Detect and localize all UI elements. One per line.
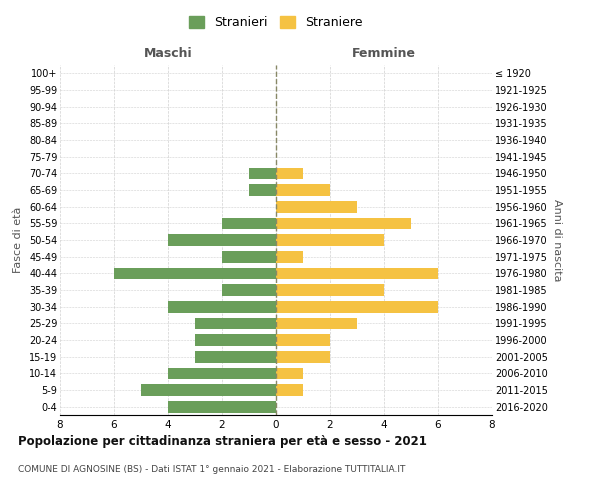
Bar [276, 368, 303, 379]
Bar [168, 301, 276, 312]
Bar [249, 168, 276, 179]
Text: COMUNE DI AGNOSINE (BS) - Dati ISTAT 1° gennaio 2021 - Elaborazione TUTTITALIA.I: COMUNE DI AGNOSINE (BS) - Dati ISTAT 1° … [18, 465, 406, 474]
Bar [276, 284, 384, 296]
Text: Femmine: Femmine [352, 47, 416, 60]
Bar [276, 184, 330, 196]
Bar [276, 268, 438, 279]
Y-axis label: Anni di nascita: Anni di nascita [551, 198, 562, 281]
Bar [276, 234, 384, 246]
Bar [168, 234, 276, 246]
Bar [168, 401, 276, 412]
Bar [276, 318, 357, 329]
Bar [168, 368, 276, 379]
Bar [276, 351, 330, 362]
Bar [276, 251, 303, 262]
Bar [249, 184, 276, 196]
Bar [276, 334, 330, 346]
Bar [222, 284, 276, 296]
Bar [276, 301, 438, 312]
Bar [141, 384, 276, 396]
Bar [195, 334, 276, 346]
Bar [222, 251, 276, 262]
Text: Maschi: Maschi [143, 47, 193, 60]
Y-axis label: Fasce di età: Fasce di età [13, 207, 23, 273]
Bar [276, 218, 411, 229]
Bar [276, 201, 357, 212]
Bar [195, 351, 276, 362]
Bar [276, 384, 303, 396]
Text: Popolazione per cittadinanza straniera per età e sesso - 2021: Popolazione per cittadinanza straniera p… [18, 435, 427, 448]
Bar [114, 268, 276, 279]
Bar [195, 318, 276, 329]
Bar [222, 218, 276, 229]
Bar [276, 168, 303, 179]
Legend: Stranieri, Straniere: Stranieri, Straniere [184, 11, 368, 34]
